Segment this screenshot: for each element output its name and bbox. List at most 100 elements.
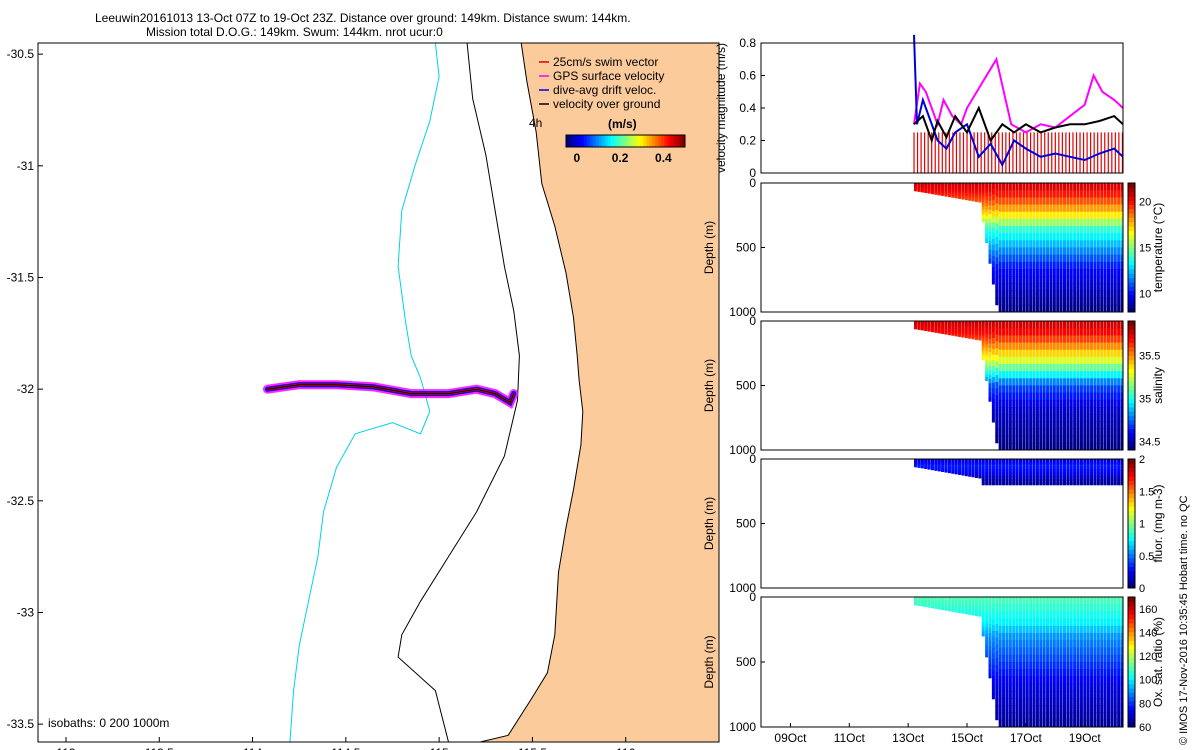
section-cell — [981, 338, 985, 341]
section-cell — [1035, 407, 1039, 415]
section-cell — [1096, 349, 1100, 358]
section-cell — [1100, 247, 1104, 256]
section-cell — [941, 608, 945, 611]
section-cell — [1066, 226, 1070, 234]
section-cell — [1022, 470, 1026, 473]
section-cell — [951, 608, 955, 611]
section-cell — [1093, 477, 1097, 480]
section-cell — [1100, 477, 1104, 480]
section-cell — [1029, 290, 1033, 299]
section-cell — [1103, 633, 1107, 641]
section-cell — [1022, 349, 1026, 358]
section-cell — [924, 599, 928, 601]
section-cell — [995, 658, 999, 666]
section-cell — [1083, 233, 1087, 241]
section-cell — [930, 187, 935, 189]
section-cell — [1066, 690, 1070, 699]
section-cell — [1076, 712, 1080, 721]
section-cell — [1120, 290, 1124, 299]
section-cell — [1120, 618, 1124, 627]
section-cell — [1110, 335, 1114, 343]
section-cell — [981, 346, 985, 350]
section-cell — [1029, 211, 1033, 220]
section-cell — [1029, 233, 1033, 241]
section-cell — [968, 187, 972, 190]
section-cell — [924, 461, 928, 463]
section-cell — [1039, 467, 1043, 470]
section-cell — [1120, 625, 1124, 634]
section-cell — [927, 600, 931, 603]
section-cell — [944, 459, 948, 461]
section-cell — [1117, 471, 1121, 474]
section-cell — [995, 250, 999, 258]
section-cell — [1049, 476, 1053, 479]
section-ylabel: Depth (m) — [702, 497, 716, 550]
map-land — [480, 42, 720, 743]
section-cell — [1073, 473, 1077, 476]
section-cell — [951, 192, 955, 194]
section-cell — [944, 183, 948, 185]
section-colorbar-cell — [1128, 575, 1135, 580]
section-cell — [934, 602, 938, 604]
section-cell — [974, 198, 979, 200]
section-cell — [1096, 477, 1100, 480]
section-cell — [971, 183, 975, 185]
section-cell — [927, 599, 931, 601]
section-cell — [1035, 342, 1039, 351]
section-cell — [930, 600, 935, 602]
section-cell — [941, 601, 945, 603]
section-cell — [1059, 435, 1063, 444]
section-cell — [958, 459, 962, 462]
section-cell — [941, 183, 945, 185]
section-cell — [1069, 321, 1073, 329]
section-cell — [985, 483, 989, 486]
section-cell — [1073, 435, 1077, 444]
section-cell — [981, 200, 985, 203]
section-cell — [1073, 442, 1077, 451]
section-cell — [1110, 690, 1114, 699]
section-cell — [1029, 471, 1033, 474]
section-cell — [1103, 226, 1107, 234]
section-cell — [964, 325, 968, 328]
section-cell — [1100, 385, 1104, 394]
section-cell — [1056, 428, 1060, 437]
section-cell — [1039, 712, 1043, 721]
section-cell — [1042, 464, 1046, 467]
section-cell — [924, 597, 928, 599]
section-cell — [1073, 378, 1077, 386]
section-cell — [1035, 669, 1039, 677]
section-cell — [958, 600, 962, 602]
section-colorbar-cell — [1128, 389, 1135, 395]
section-cell — [981, 344, 985, 348]
section-cell — [944, 328, 948, 330]
section-cell — [1066, 297, 1070, 306]
section-cell — [1032, 399, 1036, 408]
section-cell — [1015, 254, 1019, 263]
section-cell — [1103, 247, 1107, 256]
section-cell — [1079, 435, 1083, 444]
section-cell — [978, 599, 982, 601]
section-colorbar-cell — [1128, 221, 1135, 227]
section-cell — [971, 474, 975, 477]
section-cell — [930, 188, 935, 191]
section-cell — [1066, 349, 1070, 358]
section-cell — [988, 196, 992, 202]
section-cell — [998, 349, 1002, 358]
section-cell — [1113, 461, 1117, 464]
section-cell — [978, 468, 982, 471]
section-cell — [1052, 719, 1056, 728]
section-cell — [998, 378, 1002, 386]
section-cell — [1110, 712, 1114, 721]
section-cell — [1069, 618, 1073, 627]
section-cell — [1042, 392, 1046, 401]
section-cell — [1100, 479, 1104, 481]
section-cell — [961, 186, 965, 188]
section-cell — [1100, 474, 1104, 477]
section-cell — [947, 465, 951, 467]
section-cell — [968, 329, 972, 332]
section-cell — [1093, 407, 1097, 415]
section-cell — [1022, 421, 1026, 429]
section-cell — [1015, 647, 1019, 656]
section-cell — [1113, 407, 1117, 415]
